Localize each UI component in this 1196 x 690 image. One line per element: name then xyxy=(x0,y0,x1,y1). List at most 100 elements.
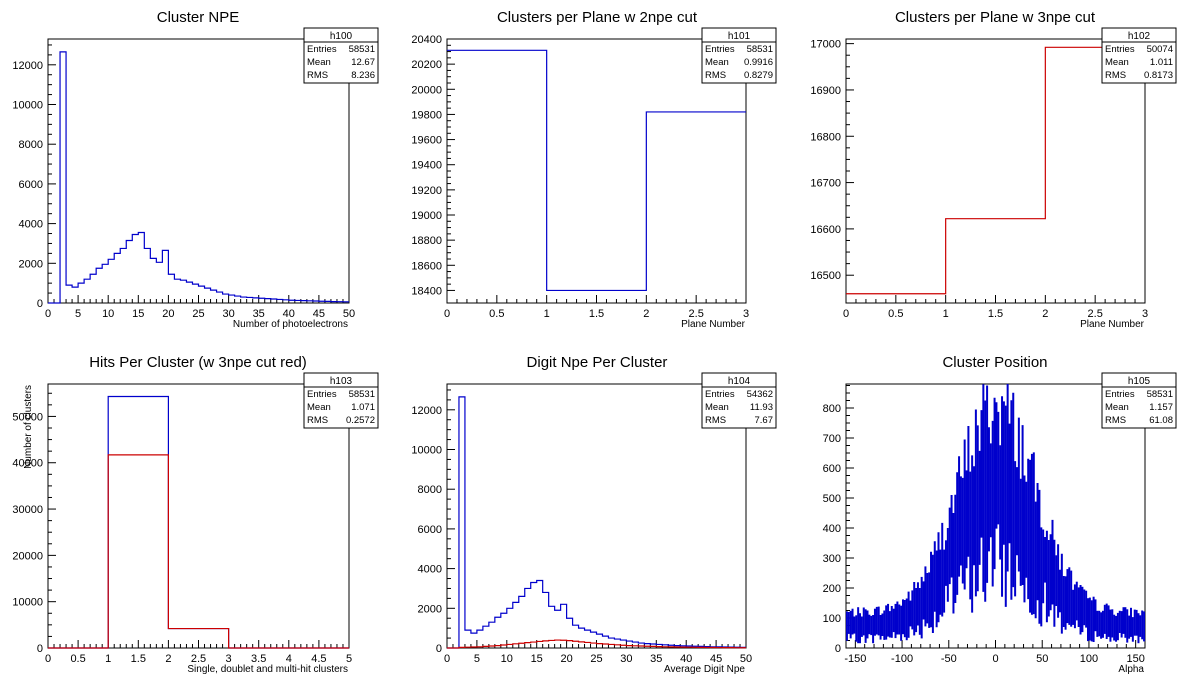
stats-label: RMS xyxy=(307,415,328,426)
x-tick-label: 2.5 xyxy=(191,653,206,665)
x-tick-label: 10 xyxy=(501,653,513,665)
y-tick-label: 0 xyxy=(436,643,442,655)
stats-label: Entries xyxy=(705,389,735,400)
stats-label: Mean xyxy=(307,57,331,68)
y-tick-label: 19800 xyxy=(411,109,442,121)
x-axis-label: Single, doublet and multi-hit clusters xyxy=(187,664,348,675)
stats-label: Mean xyxy=(1105,402,1129,413)
y-tick-label: 19200 xyxy=(411,185,442,197)
stats-value: 1.157 xyxy=(1149,402,1173,413)
y-tick-label: 18400 xyxy=(411,285,442,297)
x-tick-label: 1.5 xyxy=(988,308,1003,320)
stats-value: 58531 xyxy=(349,389,375,400)
x-tick-label: 1.5 xyxy=(589,308,604,320)
y-tick-label: 16700 xyxy=(810,178,841,190)
y-tick-label: 19400 xyxy=(411,160,442,172)
x-tick-label: 0 xyxy=(444,308,450,320)
stats-value: 58531 xyxy=(1147,389,1173,400)
stats-value: 7.67 xyxy=(755,415,774,426)
y-tick-label: 12000 xyxy=(411,405,442,417)
plot-frame xyxy=(446,38,747,304)
x-tick-label: 50 xyxy=(1036,653,1048,665)
x-tick-label: 5 xyxy=(75,308,81,320)
stats-box-frame xyxy=(1101,27,1177,84)
stats-histogram-name: h100 xyxy=(330,31,353,42)
stats-box-frame xyxy=(303,372,379,429)
x-tick-label: 35 xyxy=(650,653,662,665)
stats-label: Entries xyxy=(705,44,735,55)
y-tick-label: 300 xyxy=(823,553,841,565)
x-tick-label: -100 xyxy=(891,653,913,665)
y-axis-label: Number of clusters xyxy=(23,385,34,469)
x-tick-label: 20 xyxy=(162,308,174,320)
chart-title: Hits Per Cluster (w 3npe cut red) xyxy=(89,354,307,371)
x-tick-label: 5 xyxy=(474,653,480,665)
x-tick-label: 0 xyxy=(843,308,849,320)
x-tick-label: 3 xyxy=(743,308,749,320)
y-tick-label: 600 xyxy=(823,463,841,475)
y-tick-label: 800 xyxy=(823,403,841,415)
stats-box: h100 Entries 58531 Mean 12.67 RMS 8.236 xyxy=(303,27,379,84)
y-tick-label: 18800 xyxy=(411,235,442,247)
y-tick-label: 10000 xyxy=(411,445,442,457)
y-tick-label: 30000 xyxy=(12,504,43,516)
x-tick-label: 25 xyxy=(192,308,204,320)
y-tick-label: 18600 xyxy=(411,260,442,272)
x-tick-label: 0.5 xyxy=(888,308,903,320)
histogram-series-1 xyxy=(846,46,1145,295)
chart-title: Clusters per Plane w 3npe cut xyxy=(895,9,1096,26)
stats-value: 58531 xyxy=(349,44,375,55)
x-tick-label: 4 xyxy=(286,653,292,665)
stats-box-frame xyxy=(701,372,777,429)
y-tick-label: 6000 xyxy=(418,524,442,536)
stats-box-frame xyxy=(1101,372,1177,429)
x-tick-label: 0.5 xyxy=(489,308,504,320)
stats-label: Entries xyxy=(1105,389,1135,400)
y-tick-label: 10000 xyxy=(12,100,43,112)
stats-value: 58531 xyxy=(747,44,773,55)
x-tick-label: -150 xyxy=(844,653,866,665)
x-tick-label: 1 xyxy=(943,308,949,320)
y-tick-label: 20000 xyxy=(12,550,43,562)
y-tick-label: 20200 xyxy=(411,59,442,71)
x-tick-label: 4.5 xyxy=(311,653,326,665)
x-axis-label: Plane Number xyxy=(681,319,746,330)
y-tick-label: 20000 xyxy=(411,84,442,96)
x-tick-label: 15 xyxy=(132,308,144,320)
x-tick-label: 1 xyxy=(105,653,111,665)
x-tick-label: -50 xyxy=(941,653,957,665)
x-tick-label: 5 xyxy=(346,653,352,665)
x-tick-label: 1.5 xyxy=(131,653,146,665)
y-tick-label: 4000 xyxy=(19,219,43,231)
histogram-series-1 xyxy=(447,396,746,649)
y-tick-label: 19600 xyxy=(411,135,442,147)
chart-title: Clusters per Plane w 2npe cut xyxy=(497,9,698,26)
y-tick-label: 100 xyxy=(823,613,841,625)
stats-box: h103 Entries 58531 Mean 1.071 RMS 0.2572 xyxy=(303,372,379,429)
y-tick-label: 50000 xyxy=(12,411,43,423)
y-tick-label: 4000 xyxy=(418,564,442,576)
stats-label: Entries xyxy=(307,389,337,400)
y-tick-label: 200 xyxy=(823,583,841,595)
y-tick-label: 16900 xyxy=(810,85,841,97)
stats-histogram-name: h103 xyxy=(330,376,353,387)
y-tick-label: 6000 xyxy=(19,179,43,191)
y-tick-label: 0 xyxy=(37,298,43,310)
x-tick-label: 3.5 xyxy=(251,653,266,665)
y-tick-label: 400 xyxy=(823,523,841,535)
histogram-series-2 xyxy=(48,454,349,649)
y-tick-label: 10000 xyxy=(12,597,43,609)
chart-panel-4: Hits Per Cluster (w 3npe cut red) 0 10000 2… xyxy=(12,354,379,675)
y-tick-label: 0 xyxy=(37,643,43,655)
x-tick-label: 2 xyxy=(165,653,171,665)
y-tick-label: 2000 xyxy=(418,603,442,615)
y-tick-label: 8000 xyxy=(418,484,442,496)
stats-box-frame xyxy=(701,27,777,84)
stats-label: RMS xyxy=(307,70,328,81)
stats-histogram-name: h104 xyxy=(728,376,751,387)
x-tick-label: 45 xyxy=(313,308,325,320)
x-tick-label: 50 xyxy=(343,308,355,320)
x-tick-label: 100 xyxy=(1080,653,1098,665)
x-tick-label: 30 xyxy=(620,653,632,665)
